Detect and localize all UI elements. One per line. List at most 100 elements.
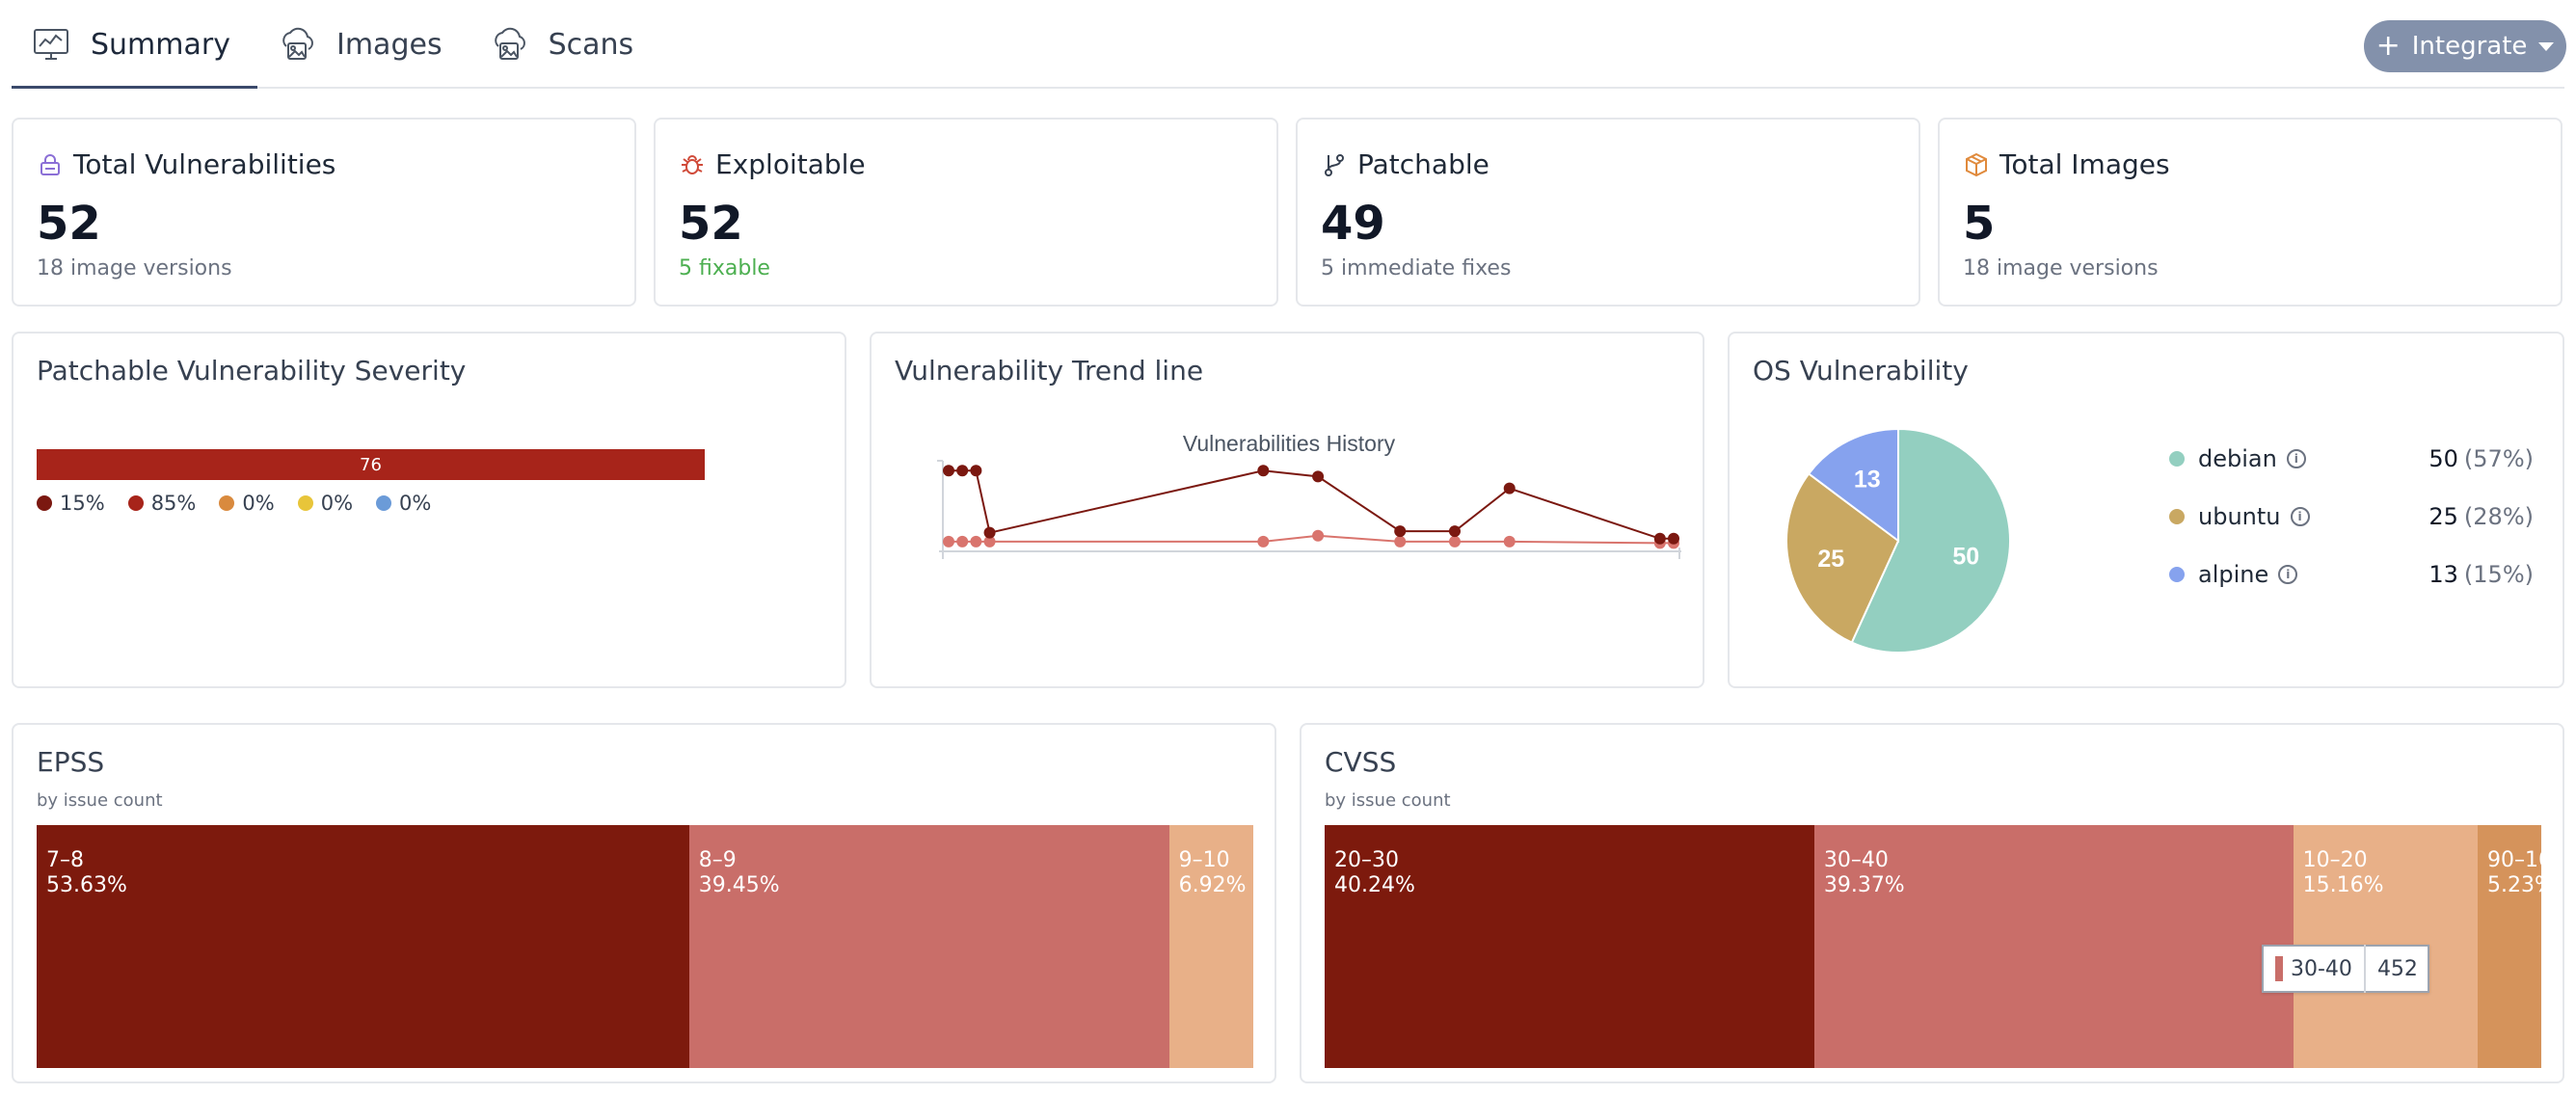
trend-point: [1503, 535, 1516, 548]
info-icon[interactable]: i: [2290, 507, 2310, 526]
os-percent: (15%): [2463, 561, 2534, 588]
cell-range: 10–20: [2302, 848, 2368, 872]
pie-slice-ubuntu[interactable]: [1785, 472, 1900, 644]
stat-title: Patchable: [1357, 148, 1489, 180]
stat-subtitle: 18 image versions: [1963, 256, 2159, 280]
epss-treemap: 7–8 53.63% 8–9 39.45% 9–10 6.92%: [37, 825, 1253, 1068]
trend-point: [1312, 529, 1325, 542]
legend-dot: [2169, 451, 2185, 467]
stat-subtitle: 18 image versions: [37, 256, 232, 280]
tab-summary[interactable]: Summary: [12, 0, 257, 89]
caret-down-icon: [2538, 41, 2555, 51]
cvss-cell[interactable]: 30–40 39.37%: [1813, 825, 2294, 1068]
stat-value: 52: [37, 197, 101, 251]
trend-point: [970, 465, 982, 477]
trend-point: [1503, 482, 1516, 494]
severity-legend-item[interactable]: 0%: [219, 492, 275, 515]
stat-subtitle: 5 fixable: [679, 256, 770, 280]
cell-percent: 40.24%: [1334, 873, 1415, 897]
treemap-tooltip: 30-40 452: [2262, 945, 2429, 993]
stat-header: Patchable: [1321, 148, 1489, 180]
cvss-cell[interactable]: 20–30 40.24%: [1325, 825, 1814, 1068]
package-icon: [1963, 151, 1990, 178]
panel-title: Vulnerability Trend line: [895, 355, 1204, 387]
tooltip-range: 30-40: [2291, 956, 2352, 981]
severity-panel: Patchable Vulnerability Severity 76 15% 8…: [12, 332, 846, 688]
trend-chart-title: Vulnerabilities History: [1183, 431, 1396, 456]
os-count: 25: [2428, 503, 2458, 530]
os-name: debian: [2198, 445, 2277, 472]
stat-card-total-images: Total Images 5 18 image versions: [1938, 118, 2563, 307]
os-legend-row-ubuntu[interactable]: ubuntu i 25 (28%): [2169, 488, 2534, 546]
integrate-button[interactable]: + Integrate: [2364, 20, 2566, 72]
os-count: 13: [2428, 561, 2458, 588]
stat-card-total-vulnerabilities: Total Vulnerabilities 52 18 image versio…: [12, 118, 636, 307]
trend-point: [1257, 535, 1270, 548]
integrate-label: Integrate: [2411, 32, 2528, 61]
trend-point: [983, 526, 996, 539]
cell-range: 8–9: [698, 848, 737, 872]
trend-point: [1394, 535, 1407, 548]
cvss-cell[interactable]: 90–1005.23%: [2477, 825, 2541, 1068]
stat-title: Total Vulnerabilities: [73, 148, 336, 180]
panel-subtitle: by issue count: [1325, 790, 1451, 811]
monitor-chart-icon: [31, 24, 71, 65]
trend-point: [983, 535, 996, 548]
epss-cell[interactable]: 9–10 6.92%: [1168, 825, 1253, 1068]
severity-bar[interactable]: 76: [37, 449, 705, 480]
trend-panel: Vulnerability Trend line Vulnerabilities…: [870, 332, 1704, 688]
legend-dot: [376, 495, 392, 511]
severity-legend-item[interactable]: 85%: [127, 492, 196, 515]
severity-legend-item[interactable]: 0%: [297, 492, 354, 515]
cloud-image-icon: [277, 24, 317, 65]
stat-subtitle: 5 immediate fixes: [1321, 256, 1512, 280]
os-panel: OS Vulnerability 50 25 13 debian i 50 (57%) ub…: [1728, 332, 2564, 688]
os-legend-row-alpine[interactable]: alpine i 13 (15%): [2169, 546, 2534, 603]
severity-legend: 15% 85% 0% 0% 0%: [37, 492, 454, 515]
info-icon[interactable]: i: [2278, 565, 2298, 584]
panel-title: EPSS: [37, 746, 105, 778]
epss-cell[interactable]: 8–9 39.45%: [688, 825, 1169, 1068]
stat-value: 52: [679, 197, 743, 251]
pie-slice-alpine[interactable]: [1807, 427, 1899, 543]
pie-slice-label: 50: [1952, 543, 1979, 570]
legend-dot: [2169, 509, 2185, 524]
legend-label: 0%: [242, 492, 275, 515]
trend-point: [970, 535, 982, 548]
cell-range: 90–100: [2486, 848, 2541, 872]
plus-icon: +: [2375, 29, 2401, 63]
stat-card-patchable: Patchable 49 5 immediate fixes: [1296, 118, 1920, 307]
cell-range: 7–8: [46, 848, 84, 872]
tooltip-separator: [2363, 945, 2366, 993]
legend-label: 15%: [60, 492, 105, 515]
tab-bar: Summary Images S: [0, 0, 2576, 91]
info-icon[interactable]: i: [2286, 449, 2306, 468]
cell-percent: 15.16%: [2302, 873, 2384, 897]
legend-dot: [2169, 567, 2185, 582]
os-percent: (57%): [2463, 445, 2534, 472]
trend-point: [1257, 465, 1270, 477]
epss-cell[interactable]: 7–8 53.63%: [37, 825, 689, 1068]
os-legend-row-debian[interactable]: debian i 50 (57%): [2169, 430, 2534, 488]
trend-series-line-1: [949, 534, 1674, 545]
os-name: alpine: [2198, 561, 2269, 588]
trend-point: [1312, 470, 1325, 483]
legend-dot: [219, 495, 235, 511]
trend-point: [956, 465, 969, 477]
os-name: ubuntu: [2198, 503, 2281, 530]
legend-label: 0%: [320, 492, 354, 515]
severity-legend-item[interactable]: 0%: [376, 492, 431, 515]
severity-legend-item[interactable]: 15%: [37, 492, 105, 515]
cell-range: 9–10: [1178, 848, 1230, 872]
panel-title: Patchable Vulnerability Severity: [37, 355, 467, 387]
branch-icon: [1321, 151, 1348, 178]
trend-point: [1394, 525, 1407, 538]
legend-dot: [37, 495, 52, 511]
tab-images[interactable]: Images: [257, 0, 470, 89]
legend-dot: [127, 495, 144, 511]
trend-point: [943, 465, 954, 477]
tab-scans[interactable]: Scans: [470, 0, 661, 89]
stat-value: 5: [1963, 197, 1996, 251]
pie-slice-debian[interactable]: [1850, 427, 2011, 654]
